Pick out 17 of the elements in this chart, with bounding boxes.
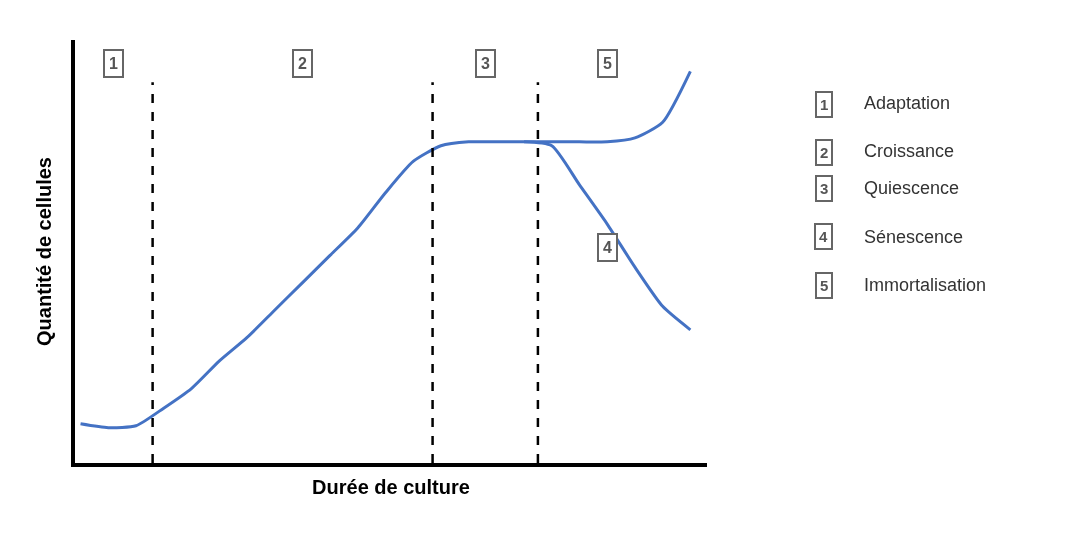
- text: Quiescence: [864, 178, 960, 198]
- text: 3: [820, 180, 829, 197]
- annotation: 3: [481, 55, 490, 72]
- text: 1: [820, 96, 829, 113]
- text: Adaptation: [864, 93, 951, 113]
- y-axis-title: Quantité de cellules: [33, 157, 55, 346]
- annotation: 2: [298, 55, 307, 72]
- text: Sénescence: [864, 227, 964, 247]
- text: 5: [820, 277, 829, 294]
- annotation: 4: [603, 239, 612, 256]
- text: 2: [820, 144, 829, 161]
- text: Immortalisation: [864, 275, 987, 295]
- text: 4: [819, 228, 828, 245]
- annotation: 5: [603, 55, 612, 72]
- x-axis-title: Durée de culture: [312, 476, 470, 498]
- text: Croissance: [864, 141, 955, 161]
- annotation: 1: [109, 55, 118, 72]
